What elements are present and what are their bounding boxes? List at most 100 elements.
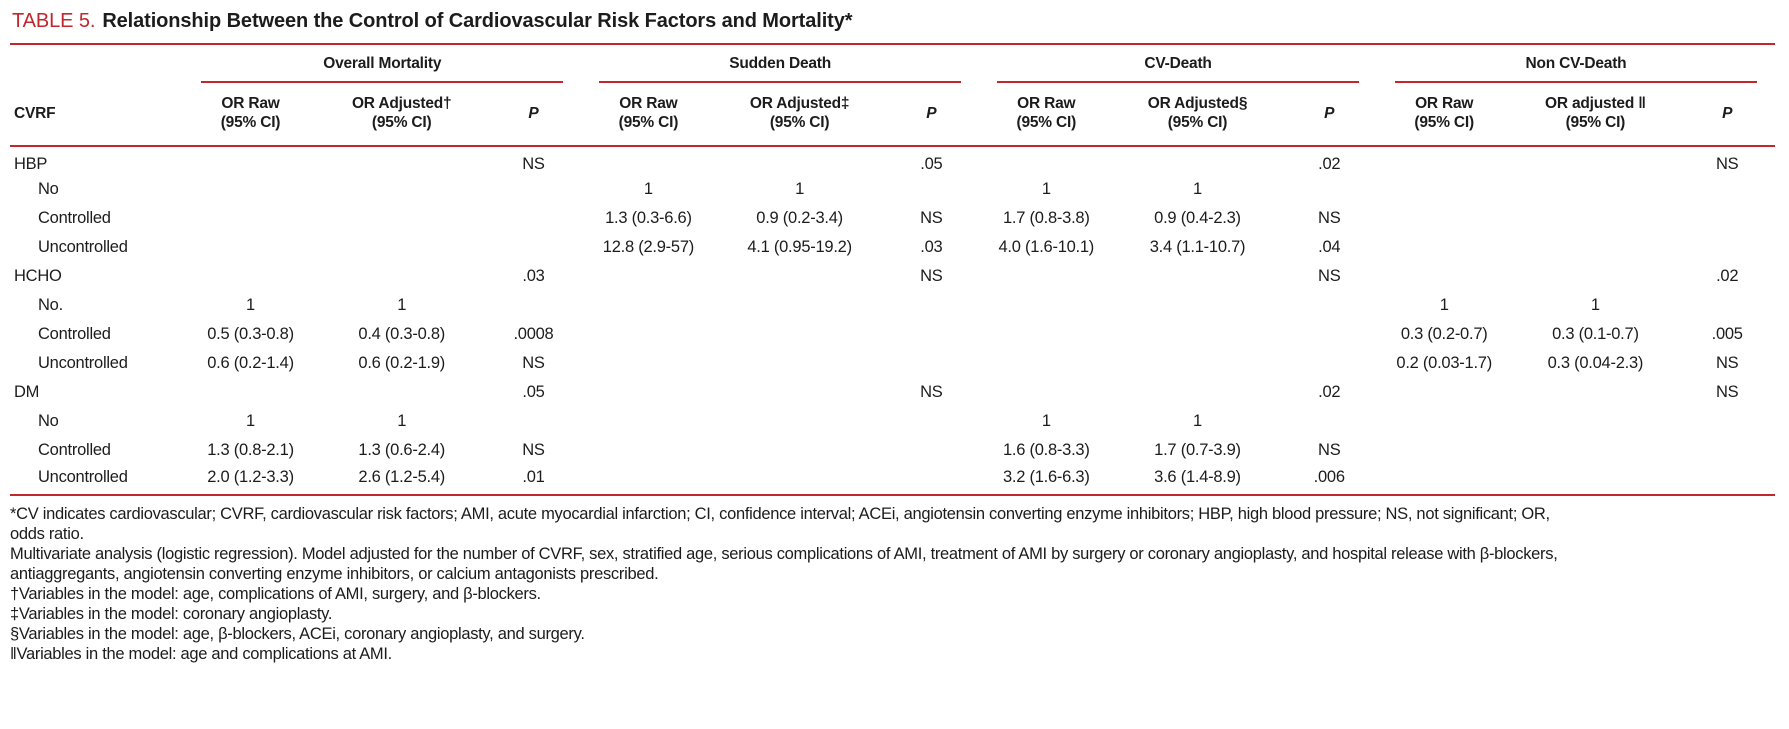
cell: NS bbox=[920, 267, 943, 285]
cell bbox=[884, 175, 979, 204]
cell bbox=[581, 291, 715, 320]
cell: 1 bbox=[246, 412, 255, 430]
cell bbox=[979, 320, 1113, 349]
footnote-line: ‡Variables in the model: coronary angiop… bbox=[10, 605, 333, 623]
cell bbox=[581, 262, 715, 291]
cell bbox=[183, 233, 317, 262]
row-label: No bbox=[38, 180, 59, 198]
cell bbox=[884, 436, 979, 465]
table-row: Controlled 1.3 (0.3-6.6) 0.9 (0.2-3.4) NS 1.… bbox=[10, 204, 1775, 233]
cell: 1.3 (0.3-6.6) bbox=[605, 209, 692, 227]
column-group-label: CV-Death bbox=[997, 55, 1359, 83]
cell bbox=[1679, 204, 1775, 233]
cell: 2.0 (1.2-3.3) bbox=[207, 468, 294, 486]
cell: NS bbox=[1715, 154, 1739, 173]
cell bbox=[884, 291, 979, 320]
cell: NS bbox=[522, 154, 545, 173]
cell: .02 bbox=[1716, 267, 1739, 285]
cell bbox=[884, 320, 979, 349]
cell: .02 bbox=[1318, 383, 1341, 401]
column-header-row: CVRF OR Raw (95% CI) OR Adjusted† (95% CI) P… bbox=[10, 83, 1775, 147]
cell bbox=[1113, 320, 1281, 349]
cell bbox=[1511, 233, 1679, 262]
cell: .03 bbox=[920, 238, 943, 256]
column-group-header: Non CV-Death bbox=[1377, 45, 1775, 83]
cell bbox=[979, 349, 1113, 378]
cell: 0.3 (0.2-0.7) bbox=[1400, 325, 1488, 343]
cell bbox=[486, 291, 581, 320]
cell bbox=[716, 320, 884, 349]
column-header: P bbox=[883, 83, 980, 147]
column-header: P bbox=[1281, 83, 1377, 147]
column-header: P bbox=[1679, 83, 1775, 147]
cell: NS bbox=[920, 383, 943, 401]
cell bbox=[1377, 175, 1511, 204]
column-group-label: Non CV-Death bbox=[1394, 55, 1757, 83]
column-group-header: Overall Mortality bbox=[183, 45, 581, 83]
cell bbox=[318, 233, 486, 262]
column-header-line1: OR Raw bbox=[619, 95, 678, 112]
column-group-label: Overall Mortality bbox=[201, 55, 564, 83]
cell: 3.2 (1.6-6.3) bbox=[1002, 468, 1090, 486]
row-label: HBP bbox=[14, 154, 48, 173]
column-header: OR Raw (95% CI) bbox=[1376, 83, 1512, 147]
cell: 1 bbox=[246, 296, 255, 314]
cell: NS bbox=[1318, 209, 1341, 227]
cell bbox=[716, 262, 884, 291]
cell bbox=[183, 204, 317, 233]
cell: 0.4 (0.3-0.8) bbox=[358, 325, 446, 343]
cell: .005 bbox=[1711, 325, 1743, 343]
column-header: P bbox=[485, 83, 582, 147]
cell: 1 bbox=[397, 296, 407, 314]
cell: NS bbox=[522, 354, 545, 372]
table-row: Uncontrolled 12.8 (2.9-57) 4.1 (0.95-19.2)… bbox=[10, 233, 1775, 262]
cell bbox=[1113, 262, 1281, 291]
cell bbox=[581, 349, 715, 378]
cell bbox=[486, 175, 581, 204]
column-header-line2: (95% CI) bbox=[618, 114, 679, 131]
cell: .006 bbox=[1313, 468, 1345, 486]
cell: 1 bbox=[1193, 180, 1202, 198]
cell bbox=[1377, 407, 1511, 436]
cell: 3.4 (1.1-10.7) bbox=[1149, 238, 1246, 256]
column-group-header: Sudden Death bbox=[581, 45, 979, 83]
cell bbox=[581, 378, 715, 407]
cell: 1 bbox=[1193, 412, 1202, 430]
column-header-line2: (95% CI) bbox=[1167, 114, 1228, 131]
cell: 12.8 (2.9-57) bbox=[602, 238, 695, 256]
cell: 0.2 (0.03-1.7) bbox=[1396, 354, 1492, 372]
cell: .04 bbox=[1318, 238, 1341, 256]
cell: 1.7 (0.8-3.8) bbox=[1002, 209, 1090, 227]
cell bbox=[979, 146, 1113, 175]
cell bbox=[581, 146, 715, 175]
cell bbox=[1282, 349, 1377, 378]
table-row: No 1 1 1 1 bbox=[10, 407, 1775, 436]
cell bbox=[1377, 233, 1511, 262]
cell bbox=[1377, 436, 1511, 465]
column-header: OR Raw (95% CI) bbox=[581, 83, 716, 147]
cell bbox=[1679, 291, 1775, 320]
cell bbox=[716, 349, 884, 378]
cell: 1.3 (0.6-2.4) bbox=[358, 441, 446, 459]
cell: 1.6 (0.8-3.3) bbox=[1002, 441, 1090, 459]
column-header-line2: (95% CI) bbox=[371, 114, 432, 131]
cell: 1 bbox=[397, 412, 407, 430]
cell: NS bbox=[1318, 267, 1341, 285]
cell bbox=[884, 349, 979, 378]
table-row: HBP NS .05 .02 NS bbox=[10, 146, 1775, 175]
column-header-line2: (95% CI) bbox=[769, 114, 830, 131]
cell bbox=[183, 378, 317, 407]
cell: NS bbox=[1318, 441, 1341, 459]
cell bbox=[486, 233, 581, 262]
cell bbox=[1511, 204, 1679, 233]
cell bbox=[1377, 378, 1511, 407]
column-header-line2: (95% CI) bbox=[220, 114, 281, 131]
cell bbox=[581, 407, 715, 436]
table-row: No. 1 1 1 1 bbox=[10, 291, 1775, 320]
cell: 0.9 (0.2-3.4) bbox=[756, 209, 843, 227]
cell bbox=[1113, 146, 1281, 175]
cell bbox=[318, 175, 486, 204]
row-label: Controlled bbox=[38, 325, 111, 343]
cell bbox=[318, 378, 486, 407]
table-number: TABLE 5. bbox=[12, 10, 96, 32]
